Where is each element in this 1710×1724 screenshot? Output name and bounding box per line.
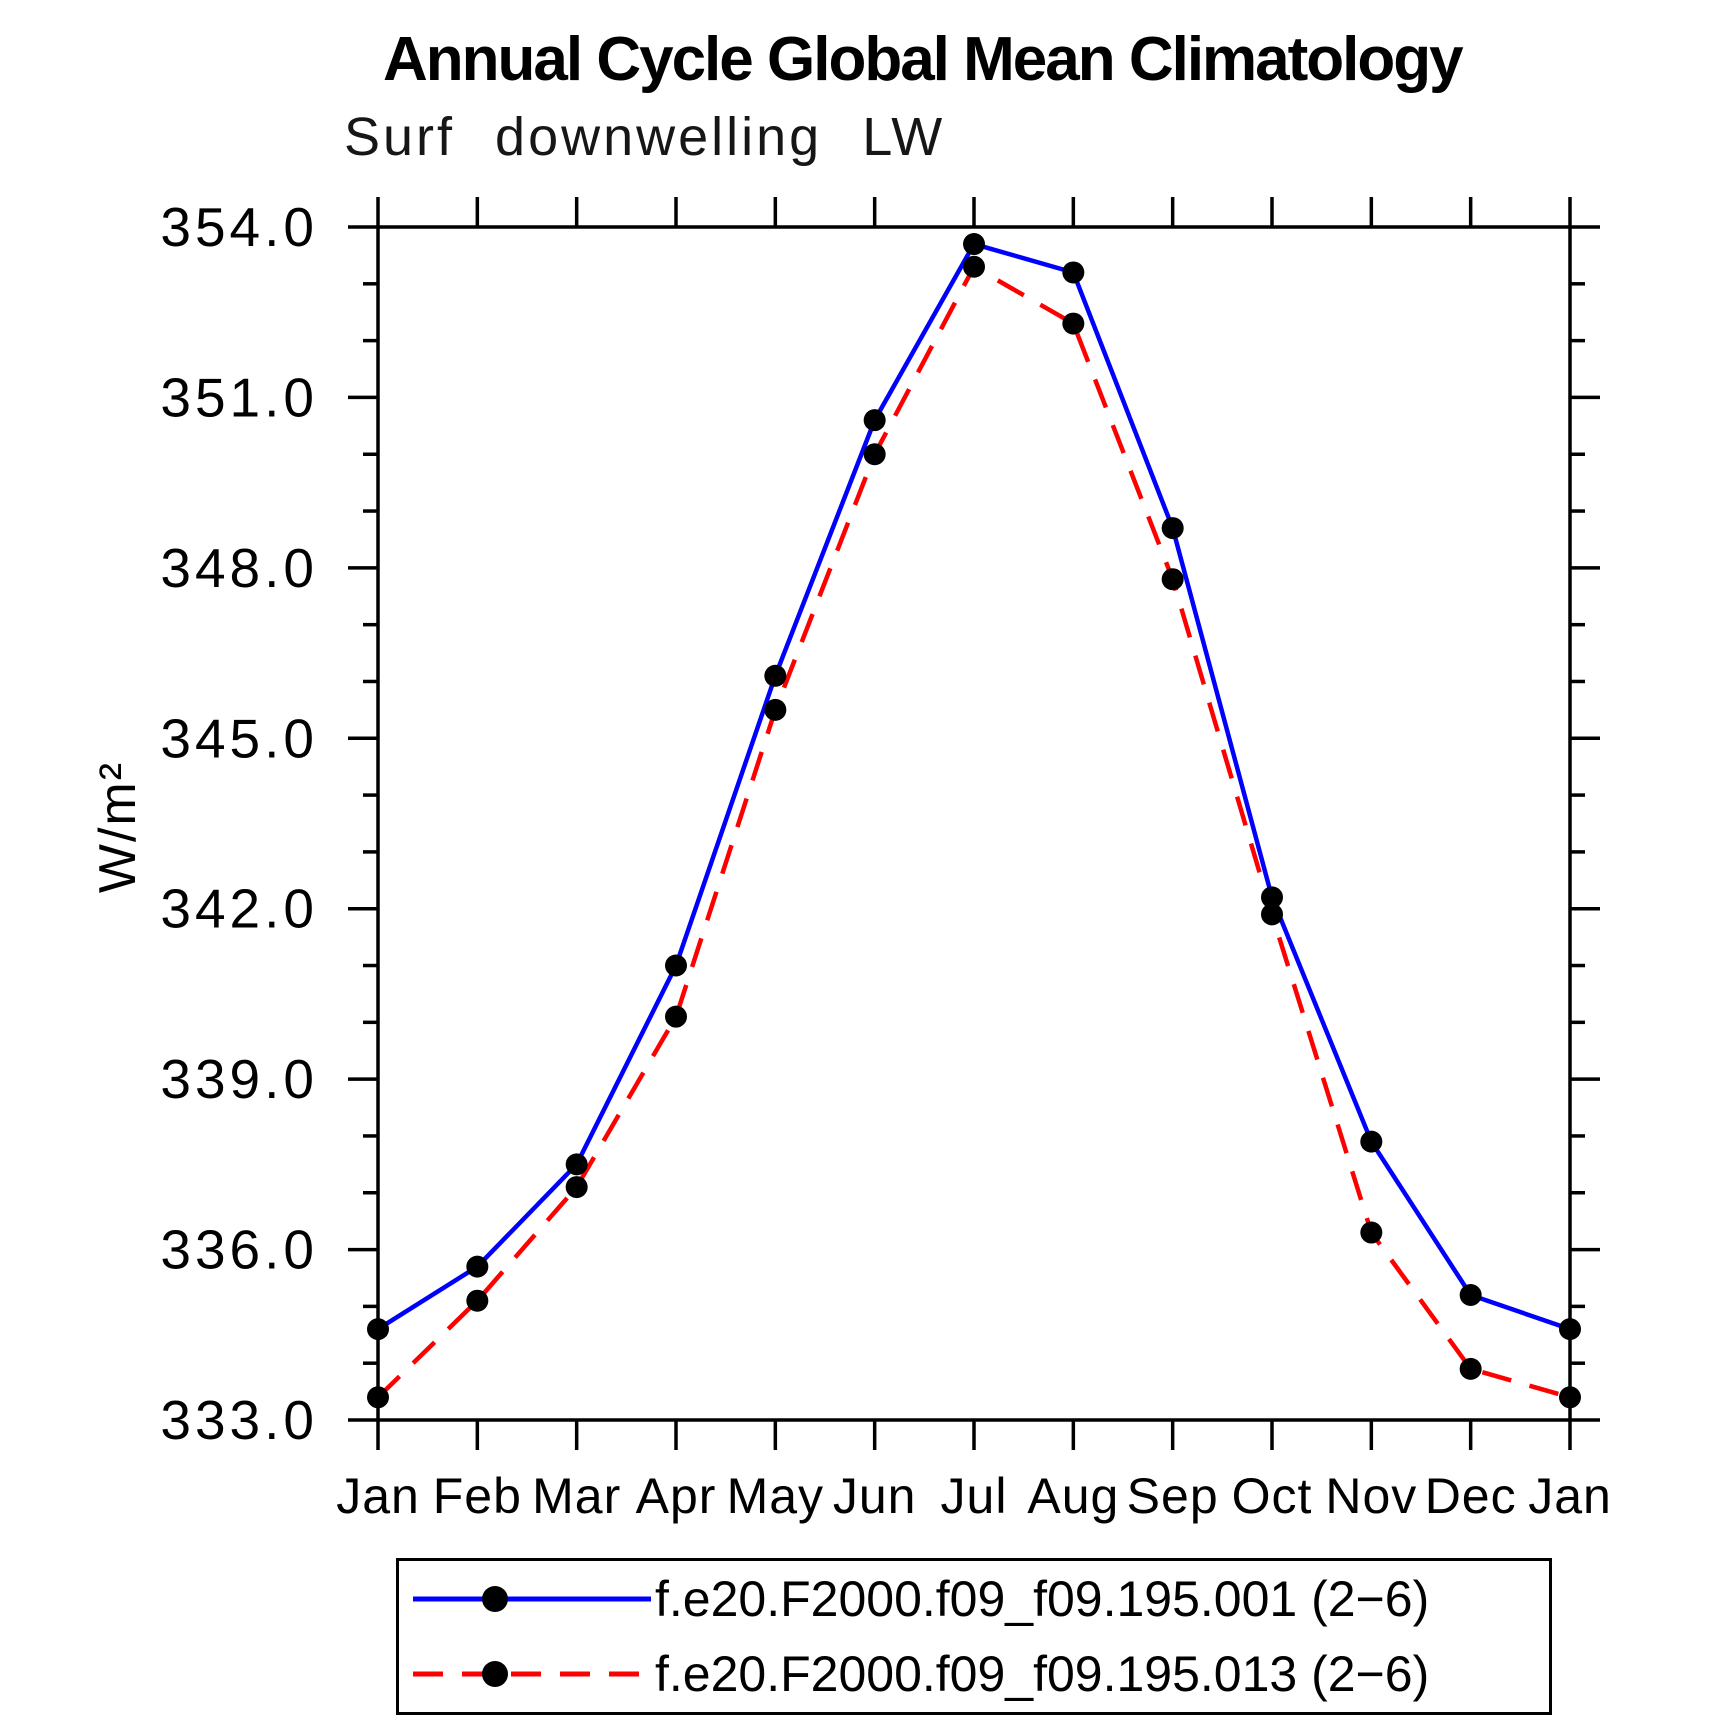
data-point-s0-12	[1559, 1318, 1581, 1341]
data-point-s1-7	[1062, 312, 1085, 335]
data-point-s1-5	[863, 443, 886, 466]
y-tick-label-351.0: 351.0	[160, 366, 318, 428]
data-point-s1-3	[665, 1005, 687, 1028]
series-line-1	[376, 263, 1571, 1400]
month-label-9-Oct: Oct	[1232, 1468, 1313, 1524]
y-tick-label-336.0: 336.0	[160, 1219, 318, 1281]
month-label-4-May: May	[727, 1468, 824, 1524]
month-label-3-Apr: Apr	[636, 1468, 717, 1524]
data-point-s0-7	[1062, 261, 1085, 284]
legend-label-series-001: f.e20.F2000.f09_f09.195.001 (2−6)	[655, 1570, 1430, 1627]
data-point-s1-10	[1360, 1221, 1383, 1244]
data-point-s0-3	[665, 954, 687, 977]
chart-subtitle: Surf downwelling LW	[344, 107, 946, 167]
legend-row-series-001: f.e20.F2000.f09_f09.195.001 (2−6)	[405, 1561, 1549, 1637]
month-label-5-Jun: Jun	[833, 1468, 917, 1524]
data-point-s1-8	[1161, 568, 1184, 591]
legend-label-series-013: f.e20.F2000.f09_f09.195.013 (2−6)	[655, 1646, 1430, 1703]
data-point-s0-11	[1459, 1284, 1482, 1307]
month-label-11-Dec: Dec	[1425, 1468, 1517, 1524]
month-label-8-Sep: Sep	[1127, 1468, 1219, 1524]
y-tick-label-348.0: 348.0	[160, 537, 318, 599]
data-point-s1-9	[1261, 903, 1283, 926]
legend-marker-sample	[482, 1661, 508, 1688]
data-point-s1-12	[1559, 1386, 1581, 1409]
data-point-s0-5	[863, 409, 886, 432]
month-label-0-Jan: Jan	[336, 1468, 420, 1524]
y-tick-label-345.0: 345.0	[160, 707, 318, 769]
data-point-s0-4	[764, 664, 787, 687]
data-point-s0-6	[963, 233, 985, 256]
y-tick-label-354.0: 354.0	[160, 196, 318, 258]
data-point-s1-2	[565, 1176, 588, 1199]
data-point-s1-4	[764, 698, 787, 721]
data-point-s0-8	[1161, 517, 1184, 540]
month-label-7-Aug: Aug	[1027, 1468, 1119, 1524]
data-point-s0-2	[565, 1153, 588, 1176]
data-point-s1-11	[1459, 1357, 1482, 1380]
y-tick-label-339.0: 339.0	[160, 1048, 318, 1110]
month-label-6-Jul: Jul	[941, 1468, 1008, 1524]
data-point-s0-9	[1261, 886, 1283, 909]
data-point-s1-1	[466, 1289, 489, 1312]
series-line-0	[376, 241, 1571, 1332]
legend-row-series-013: f.e20.F2000.f09_f09.195.013 (2−6)	[405, 1637, 1549, 1713]
month-label-10-Nov: Nov	[1325, 1468, 1417, 1524]
legend: f.e20.F2000.f09_f09.195.001 (2−6) f.e20.…	[396, 1558, 1552, 1715]
plot-frame	[376, 225, 1572, 1422]
data-point-s0-10	[1360, 1130, 1383, 1153]
y-tick-label-342.0: 342.0	[160, 878, 318, 940]
legend-marker-sample	[482, 1585, 508, 1612]
legend-swatch-red-dashed	[413, 1661, 651, 1688]
y-tick-label-333.0: 333.0	[160, 1389, 318, 1451]
month-label-12-Jan: Jan	[1528, 1468, 1612, 1524]
legend-swatch-blue-solid	[413, 1585, 651, 1612]
month-label-2-Mar: Mar	[532, 1468, 621, 1524]
data-point-s1-6	[963, 255, 985, 278]
data-point-s1-0	[367, 1386, 389, 1409]
chart-title: Annual Cycle Global Mean Climatology	[383, 25, 1464, 94]
data-point-s0-1	[466, 1255, 489, 1278]
month-label-1-Feb: Feb	[433, 1468, 522, 1524]
data-point-s0-0	[367, 1318, 389, 1341]
